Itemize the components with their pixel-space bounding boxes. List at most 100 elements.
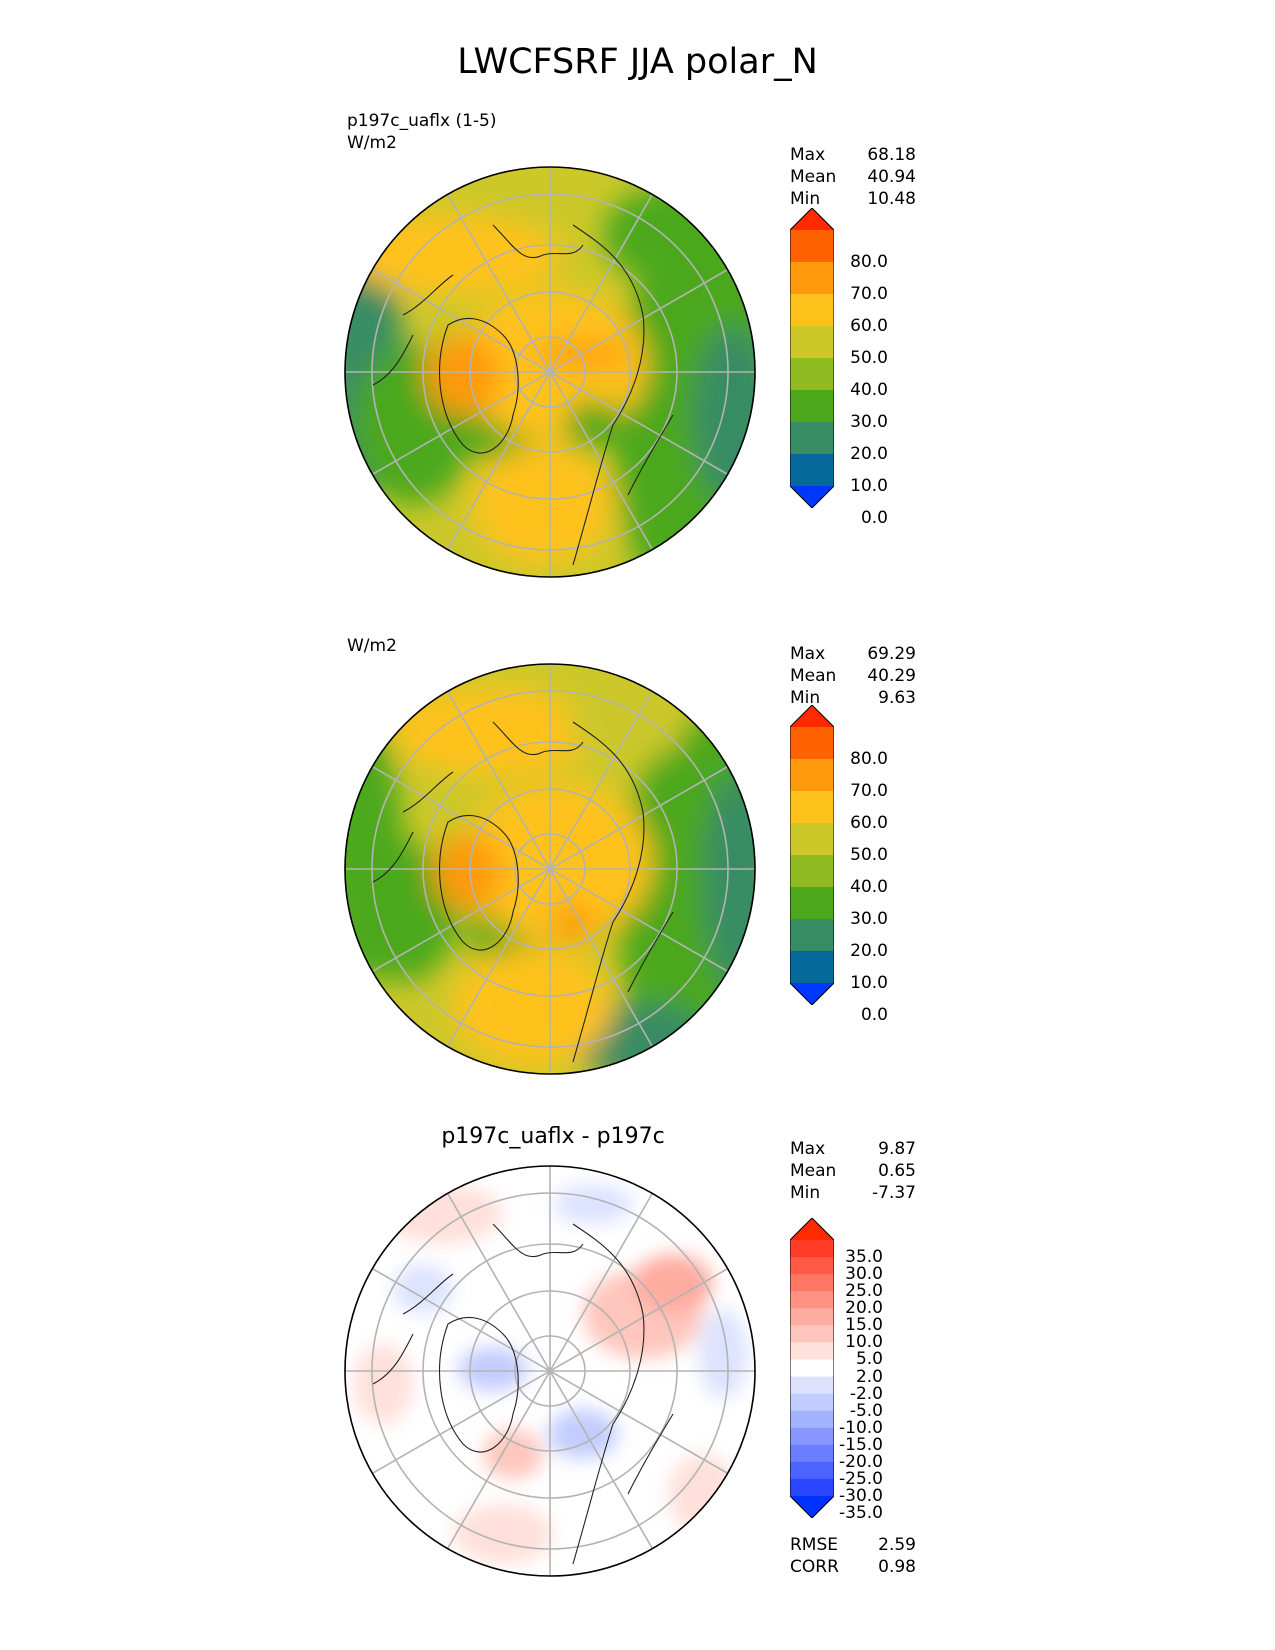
colorbar — [790, 705, 834, 1005]
colorbar-segment — [790, 230, 834, 263]
colorbar-tick-label: 60.0 — [850, 316, 888, 336]
colorbar-segment — [790, 727, 834, 760]
colorbar-ticks: 80.0 70.0 60.0 50.0 40.0 30.0 20.0 10.0 0.0 — [840, 208, 900, 528]
min-label: Min — [790, 189, 821, 209]
polar-map — [344, 1165, 756, 1577]
colorbar-tick-label: 70.0 — [850, 781, 888, 801]
colorbar-tick-label: -25.0 — [839, 1468, 883, 1489]
graticule — [345, 167, 755, 577]
colorbar — [790, 208, 834, 508]
colorbar-segment — [790, 1427, 834, 1446]
colorbar-tick-label: 40.0 — [850, 380, 888, 400]
colorbar-segment — [790, 1342, 834, 1360]
colorbar-segment — [790, 1444, 834, 1463]
colorbar-tick-label: 20.0 — [845, 1298, 883, 1319]
stats-block: Max 9.87 Mean 0.65 Min -7.37 — [790, 1138, 916, 1204]
panel-reference: W/m2 Max 69.29 Mean 40.29 Min 9.63 — [0, 607, 1275, 1077]
colorbar-tick-label: -35.0 — [839, 1503, 883, 1524]
colorbar-segment — [790, 1291, 834, 1309]
colorbar-segment — [790, 1274, 834, 1292]
figure-title: LWCFSRF JJA polar_N — [457, 42, 818, 82]
colorbar-tick-label: -30.0 — [839, 1486, 883, 1506]
units-label: W/m2 — [347, 133, 397, 153]
colorbar-extend-top — [790, 705, 834, 727]
colorbar-tick-label: 10.0 — [845, 1332, 883, 1353]
colorbar-tick-label: -2.0 — [849, 1383, 883, 1404]
colorbar-segment — [790, 951, 834, 984]
map-border — [344, 1165, 756, 1577]
colorbar-segment — [790, 1478, 834, 1497]
colorbar-segment — [790, 294, 834, 327]
colorbar-tick-label: 20.0 — [850, 444, 888, 464]
colorbar-segment — [790, 422, 834, 455]
min-value: 9.63 — [878, 688, 916, 708]
colorbar-tick-label: 25.0 — [845, 1281, 883, 1302]
panel-test: p197c_uaflx (1-5) W/m2 Max 68.18 Mean 40.9… — [0, 110, 1275, 580]
mean-value: 40.29 — [867, 666, 916, 686]
colorbar-tick-label: 30.0 — [850, 909, 888, 929]
polar-map — [344, 663, 756, 1075]
colorbar-segment — [790, 358, 834, 391]
mean-label: Mean — [790, 167, 837, 187]
colorbar-tick-label: -5.0 — [849, 1400, 883, 1421]
panel-title: p197c_uaflx - p197c — [441, 1124, 665, 1149]
stats-block: Max 69.29 Mean 40.29 Min 9.63 — [790, 643, 916, 709]
mean-label: Mean — [790, 1161, 837, 1181]
colorbar-tick-label: 30.0 — [850, 412, 888, 432]
colorbar-extend-bottom — [790, 1496, 834, 1518]
colorbar-extend-bottom — [790, 983, 834, 1005]
colorbar-segment — [790, 326, 834, 359]
colorbar-tick-label: 10.0 — [850, 476, 888, 496]
colorbar-tick-label: 60.0 — [850, 813, 888, 833]
min-value: 10.48 — [867, 189, 916, 209]
colorbar-segment — [790, 1257, 834, 1275]
colorbar-ticks: 35.0 30.0 25.0 20.0 15.0 10.0 5.0 2.0 -2.0 -5.0 -1… — [835, 1218, 895, 1523]
colorbar-segment — [790, 1410, 834, 1429]
max-value: 69.29 — [867, 644, 916, 664]
colorbar-tick-label: -20.0 — [839, 1451, 883, 1472]
colorbar-segment — [790, 454, 834, 487]
max-label: Max — [790, 644, 826, 664]
colorbar-tick-label: 35.0 — [845, 1247, 883, 1268]
map-border — [344, 166, 756, 578]
coastlines — [372, 721, 674, 1063]
map-border — [344, 663, 756, 1075]
colorbar-tick-label: 50.0 — [850, 348, 888, 368]
min-label: Min — [790, 688, 821, 708]
field-contours — [353, 1184, 748, 1564]
max-label: Max — [790, 1139, 826, 1159]
corr-value: 0.98 — [878, 1557, 916, 1577]
colorbar-tick-label: 50.0 — [850, 845, 888, 865]
colorbar-segment — [790, 1376, 834, 1395]
colorbar-segment — [790, 855, 834, 888]
colorbar-segment — [790, 1393, 834, 1412]
colorbar-tick-label: 10.0 — [850, 973, 888, 993]
colorbar-ticks: 80.0 70.0 60.0 50.0 40.0 30.0 20.0 10.0 0.0 — [840, 705, 900, 1025]
colorbar-tick-label: -15.0 — [839, 1434, 883, 1455]
colorbar-segment — [790, 823, 834, 856]
colorbar-tick-label: 15.0 — [845, 1315, 883, 1336]
panel-difference: p197c_uaflx - p197c Max 9.87 Mean 0.65 Min… — [0, 1120, 1275, 1640]
graticule — [345, 664, 755, 1074]
stats-block: Max 68.18 Mean 40.94 Min 10.48 — [790, 144, 916, 210]
colorbar-tick-label: -10.0 — [839, 1417, 883, 1438]
colorbar-tick-label: 80.0 — [850, 252, 888, 272]
mean-value: 40.94 — [867, 167, 916, 187]
colorbar — [790, 1218, 834, 1518]
metrics-block: RMSE 2.59 CORR 0.98 — [790, 1534, 916, 1578]
colorbar-tick-label: 2.0 — [855, 1366, 883, 1387]
colorbar-segment — [790, 1308, 834, 1326]
colorbar-segment — [790, 1359, 834, 1378]
colorbar-segment — [790, 1325, 834, 1343]
colorbar-segment — [790, 887, 834, 920]
max-value: 68.18 — [867, 145, 916, 165]
colorbar-extend-top — [790, 208, 834, 230]
rmse-label: RMSE — [790, 1535, 839, 1555]
colorbar-tick-label: 40.0 — [850, 877, 888, 897]
mean-value: 0.65 — [878, 1161, 916, 1181]
colorbar-segment — [790, 390, 834, 423]
colorbar-segment — [790, 759, 834, 792]
colorbar-tick-label: 80.0 — [850, 749, 888, 769]
colorbar-extend-bottom — [790, 486, 834, 508]
colorbar-extend-top — [790, 1218, 834, 1240]
